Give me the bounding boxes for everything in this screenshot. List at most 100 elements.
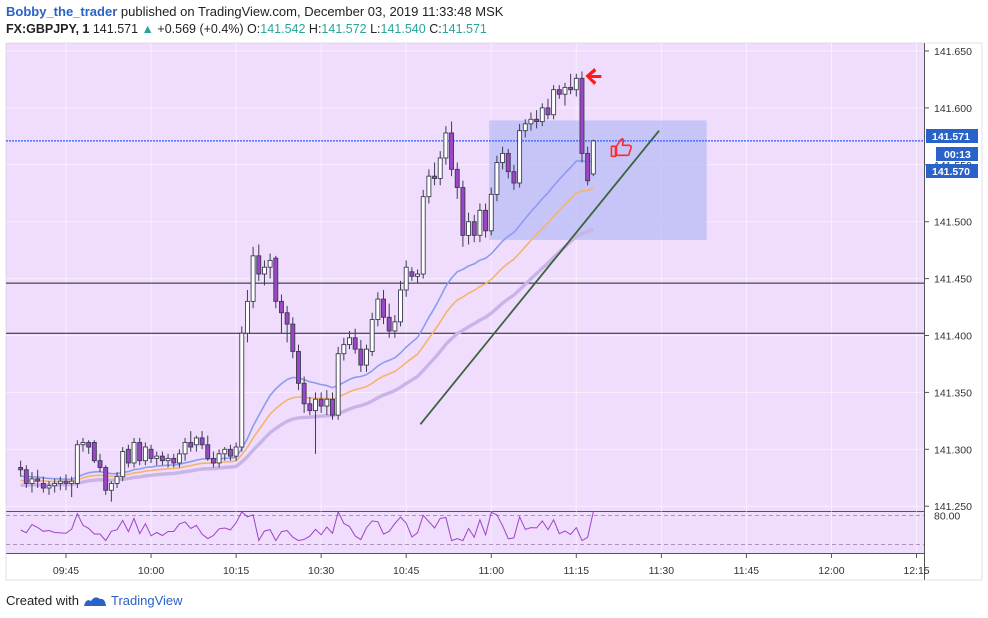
candle-body-bull: [590, 140, 596, 175]
candle: [40, 476, 46, 493]
time-tick-label: 10:15: [223, 565, 249, 577]
candle-body-bull: [415, 273, 420, 277]
candle-body-bear: [273, 257, 279, 302]
candle-body-bull: [335, 353, 341, 416]
candle-body-bull: [52, 482, 58, 487]
candle-body-bear: [471, 221, 477, 236]
candle: [579, 71, 585, 163]
candle: [539, 103, 545, 127]
candle: [443, 126, 449, 165]
candle-body-bull: [131, 442, 137, 464]
candle: [296, 344, 301, 391]
candle: [488, 187, 494, 236]
candle: [23, 465, 29, 488]
candle: [210, 451, 216, 468]
candle-body-bear: [381, 298, 386, 318]
candle: [426, 169, 432, 204]
candle: [454, 162, 460, 199]
candle-body-bull: [262, 266, 267, 275]
candle-body-bear: [23, 469, 29, 484]
candle-body-bull: [182, 442, 188, 455]
candle: [193, 435, 199, 452]
candle-body-bear: [545, 107, 551, 116]
thumbs-up-icon: [610, 138, 633, 158]
candle: [284, 305, 290, 343]
close-value: 141.571: [441, 22, 487, 36]
candle: [347, 330, 352, 350]
candle: [199, 431, 205, 450]
price-tick-label: 141.350: [934, 387, 972, 399]
candle: [256, 244, 262, 281]
candle: [324, 390, 330, 416]
candle: [318, 392, 324, 413]
candle-body-bull: [324, 398, 330, 407]
candle: [97, 453, 103, 473]
red-arrow-icon: [585, 68, 602, 86]
up-arrow-icon: ▲: [141, 22, 154, 36]
time-tick-label: 11:30: [649, 565, 675, 577]
candle: [267, 253, 273, 279]
candle: [103, 465, 109, 495]
candle: [301, 376, 307, 413]
candle-body-bear: [454, 168, 460, 189]
candle: [449, 121, 455, 177]
last-price-tag: 141.571: [932, 131, 970, 143]
oscillator: 80.00: [6, 510, 960, 545]
candle-body-bear: [103, 467, 109, 491]
candle-body-bear: [199, 437, 205, 446]
price-tick-label: 141.250: [934, 501, 972, 513]
candle-body-bear: [460, 187, 466, 236]
candle-body-bear: [534, 118, 540, 123]
candle-body-bear: [171, 457, 177, 464]
candle: [460, 180, 466, 247]
candle: [551, 85, 557, 120]
candle-body-bull: [562, 86, 568, 95]
candle: [522, 119, 528, 138]
candle-body-bull: [466, 221, 472, 236]
candle: [528, 112, 534, 131]
candle-body-bear: [352, 337, 358, 350]
candle: [307, 396, 313, 416]
candle-body-bull: [426, 175, 432, 198]
candle: [131, 437, 137, 468]
candle-body-bear: [148, 448, 154, 459]
candle: [69, 476, 75, 498]
candle-body-bull: [517, 130, 523, 184]
candle-body-bull: [369, 319, 375, 352]
candle-body-bear: [91, 442, 97, 462]
price-axis: 141.650141.600141.550141.500141.450141.4…: [924, 46, 972, 513]
bid-price-tag: 141.570: [932, 166, 970, 178]
candle: [148, 444, 154, 463]
candle-body-bull: [57, 480, 63, 484]
candle-body-bear: [86, 442, 92, 448]
candle: [392, 315, 398, 338]
candle-body-bull: [392, 321, 398, 332]
time-tick-label: 12:15: [903, 565, 929, 577]
candles: [18, 71, 596, 502]
author-link[interactable]: Bobby_the_trader: [6, 4, 118, 19]
candle-body-bear: [449, 132, 455, 170]
time-tick-label: 11:15: [564, 565, 590, 577]
candle-body-bull: [176, 453, 182, 464]
candle: [471, 214, 477, 243]
candle-body-bear: [296, 350, 301, 384]
candle: [341, 337, 347, 361]
candle: [74, 440, 80, 488]
candle-body-bull: [347, 337, 352, 346]
candle-body-bull: [341, 344, 347, 355]
main-panel-background: [6, 43, 924, 511]
candle-body-bear: [188, 442, 194, 448]
candle-body-bear: [505, 152, 511, 173]
time-tick-label: 10:30: [308, 565, 334, 577]
price-tick-label: 141.500: [934, 217, 972, 229]
created-with-text: Created with: [6, 593, 79, 608]
candle-body-bear: [386, 316, 392, 332]
candle: [437, 151, 443, 186]
candle-body-bear: [579, 77, 585, 154]
candle: [358, 340, 364, 372]
price-chart[interactable]: 80.00 141.650141.600141.550141.500141.45…: [0, 0, 988, 590]
candle: [568, 73, 574, 95]
candle: [330, 392, 335, 420]
price-tick-label: 141.300: [934, 444, 972, 456]
tradingview-link[interactable]: TradingView: [110, 593, 183, 608]
